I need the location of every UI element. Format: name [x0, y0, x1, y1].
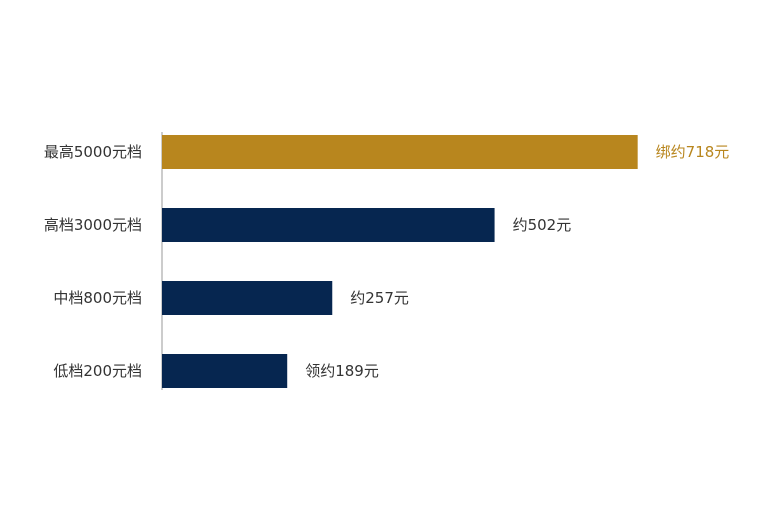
bar-1: [162, 208, 495, 242]
value-label-1: 约502元: [513, 216, 572, 234]
bars-group: [162, 135, 638, 388]
bar-3: [162, 354, 288, 388]
category-label-3: 低档200元档: [53, 362, 142, 380]
bar-0: [162, 135, 638, 169]
value-label-2: 约257元: [350, 289, 409, 307]
bar-2: [162, 281, 333, 315]
category-label-2: 中档800元档: [53, 289, 142, 307]
value-label-3: 领约189元: [305, 362, 379, 380]
category-label-1: 高档3000元档: [44, 216, 142, 234]
category-label-0: 最高5000元档: [44, 143, 142, 161]
value-label-0: 绑约718元: [656, 143, 730, 161]
